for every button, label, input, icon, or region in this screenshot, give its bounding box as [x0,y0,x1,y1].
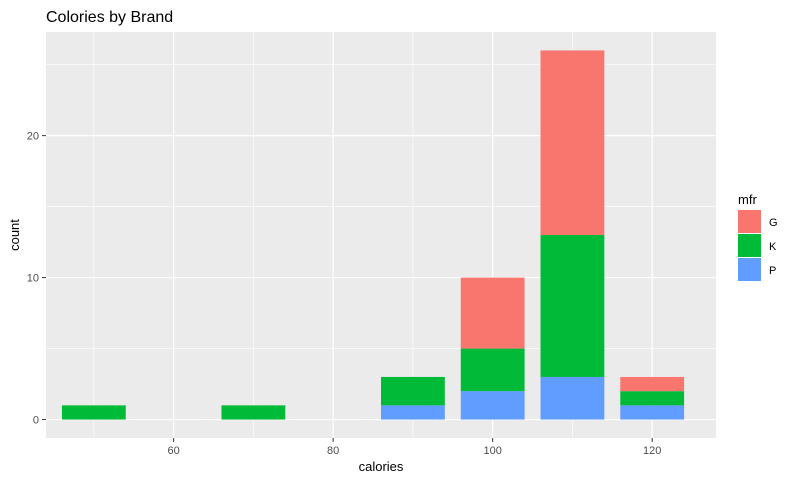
bar-G-110 [540,50,605,235]
y-tick-label: 20 [27,131,39,143]
bar-K-90 [381,376,445,406]
legend-key-G [738,210,761,233]
legend-key-P [738,258,761,281]
x-axis-title: calories [359,459,404,474]
bar-K-50 [61,405,126,420]
bars-layer [61,50,685,420]
legend-key-K [738,234,761,257]
bar-G-100 [460,277,525,349]
bar-K-120 [620,391,685,406]
axes-layer: 60 80 100 120 0 10 20 [27,131,662,457]
legend: mfr GKP [738,192,778,281]
chart-title: Colories by Brand [46,9,173,26]
x-tick-label: 100 [483,445,501,457]
y-tick-label: 0 [33,415,39,427]
y-axis-title: count [7,219,22,251]
bar-P-100 [460,391,525,420]
x-tick-label: 80 [327,445,339,457]
legend-label-K: K [769,241,777,253]
y-tick-label: 10 [27,273,39,285]
bar-K-100 [460,348,525,392]
bar-K-70 [221,405,286,420]
x-tick-label: 60 [167,445,179,457]
bar-K-110 [540,235,605,377]
bar-P-120 [620,405,685,420]
legend-label-G: G [769,217,778,229]
bar-P-90 [381,405,445,420]
bar-G-120 [620,376,685,392]
bar-P-110 [540,376,605,420]
legend-title: mfr [738,192,757,207]
legend-label-P: P [769,265,776,277]
x-tick-label: 120 [643,445,661,457]
